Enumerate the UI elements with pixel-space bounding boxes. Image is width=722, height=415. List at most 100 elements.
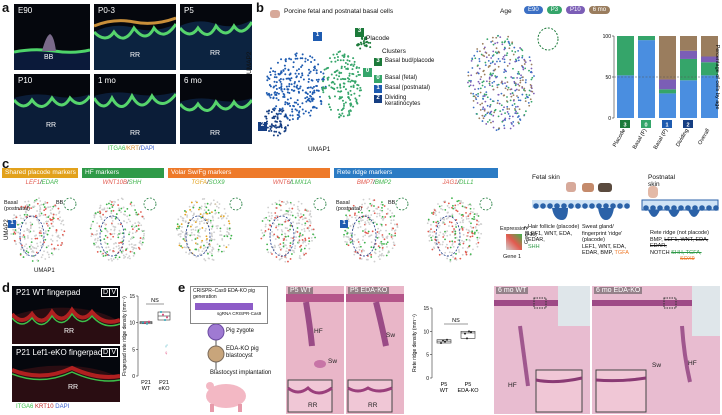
rr-label: RR [130, 52, 141, 59]
bar-segment [617, 36, 634, 76]
bb-label: BB [44, 54, 54, 61]
stain-legend-d: ITGA6 KRT10 DAPI [16, 404, 70, 410]
data-point [440, 342, 442, 344]
cluster-num-box [641, 120, 651, 128]
basal-cell [533, 203, 539, 209]
y-tick-label: 0 [608, 116, 611, 122]
age-legend-title: Age [500, 8, 512, 15]
header-volar: Volar Sw/Fg markers [168, 168, 330, 178]
y-tick-label: 10 [423, 329, 429, 335]
x-label: P5 [441, 382, 448, 388]
bb-label: BB [388, 200, 396, 206]
he-p5-eda-ko: P5 EDA-KO Sw RR [346, 286, 404, 414]
basal-postnatal-outline [351, 215, 377, 257]
bar-segment [680, 36, 697, 51]
fetal-skin-label: Fetal skin [532, 174, 560, 181]
umap2-label: UMAP2 [246, 51, 253, 74]
data-point [444, 340, 446, 343]
gene-pair-label: LEF1/EDAR [25, 180, 59, 186]
pig-zygote-label: Pig zygote [226, 328, 255, 334]
gene-pair-label: TGFA/SOX9 [191, 180, 225, 186]
panel-d: P21 WT fingerpad RR D V P21 Lef1-eKO fin… [0, 282, 178, 415]
cluster-num: 0 [644, 123, 647, 129]
he-6mo-wt: 6 mo WT HF [494, 286, 590, 414]
crispr-box: CRISPR–Cas9 EDA-KO pig generation EDA sg… [190, 286, 268, 324]
basal-cell [610, 203, 616, 209]
panel-label-e: e [178, 280, 186, 295]
y-tick-label: 5 [426, 353, 429, 359]
basal-cell [706, 205, 712, 211]
hair-follicle-text: Hair follicle (placode) LEF1, WNT, EDA, … [528, 224, 580, 250]
bb-outline [313, 197, 327, 211]
bar-segment [638, 40, 655, 118]
dv-v: V [109, 348, 118, 357]
data-point [446, 338, 448, 341]
implantation-label: Blastocyst implantation [210, 370, 272, 376]
cluster-num-box [620, 120, 630, 128]
basal-cell [692, 205, 698, 211]
rr-label: RR [210, 50, 221, 57]
rr-label: RR [210, 130, 221, 137]
cluster-num-box [662, 120, 672, 128]
ns-label: NS [452, 318, 460, 324]
age-label: P0-3 [98, 6, 115, 15]
gene1-label: Gene 1 [503, 254, 522, 260]
age-chip: E90 [524, 6, 543, 14]
gene-umap: BMP7/BMP2 1 Basal (postnatal) BB [334, 180, 414, 266]
panel-c: Shared placode markers HF markers Volar … [0, 164, 722, 276]
rr-label: RR [64, 328, 75, 335]
cluster-box-0: 0 [363, 68, 372, 77]
age-chip: 6 mo [588, 6, 611, 14]
basal-cell [575, 203, 581, 209]
bar-segment [659, 93, 676, 118]
basal-cell [678, 205, 684, 211]
micrograph-e90: E90 BB [14, 4, 90, 70]
sweat-gland-text: Sweat gland/ fingerprint 'ridge' (placod… [582, 224, 629, 256]
category-label: Basal (P) [653, 128, 670, 151]
x-label: EDA-KO [457, 388, 479, 394]
male-symbol: ♂ [164, 344, 169, 350]
bar-segment [701, 75, 718, 118]
micrograph-6mo: 6 mo RR [180, 74, 252, 144]
data-point [144, 321, 146, 324]
age-chip: P3 [546, 6, 563, 14]
basal-postnatal-outline [19, 215, 45, 257]
bb-outline [229, 197, 243, 211]
box [460, 331, 476, 339]
gene-umap-scatter [426, 197, 493, 263]
bar-segment [659, 36, 676, 80]
gene-pair-label: BMP7/BMP2 [356, 180, 392, 186]
y-tick-label: 0 [426, 376, 429, 382]
x-label: P21 [159, 380, 169, 386]
basal-cell [650, 205, 656, 211]
fetal-skin-schematic [532, 182, 630, 220]
bar-segment [659, 89, 676, 94]
basal-cell [671, 205, 677, 211]
gene-umap: TGFA/SOX9 [168, 180, 248, 266]
he-p5-wt: P5 WT HF Sw RR [286, 286, 344, 414]
sw-label: Sw [652, 362, 662, 369]
gene-umap: WNT6/LMX1A [252, 180, 332, 266]
dv-v: V [109, 288, 118, 297]
female-symbol: ♀ [164, 351, 169, 357]
bar-segment [680, 80, 697, 118]
data-point [468, 330, 470, 333]
bb-outline [143, 197, 157, 211]
header-rete-ridge: Rete ridge markers [334, 168, 498, 178]
bar-segment [680, 50, 697, 59]
x-label: eKO [158, 386, 170, 392]
header-shared-placode: Shared placode markers [2, 168, 78, 178]
gene-umap: WNT10B/SHH [82, 180, 162, 266]
bb-outline [479, 197, 493, 211]
data-point [164, 319, 166, 321]
y-tick-label: 100 [603, 34, 612, 40]
umap1-label: UMAP1 [308, 146, 331, 153]
placode-outline [537, 27, 559, 51]
micrograph-p10: P10 RR [14, 74, 90, 144]
expression-legend-title: Expression [500, 226, 528, 232]
basal-postnatal-outline [269, 215, 295, 257]
he-label: 6 mo WT [496, 287, 529, 294]
pig-icon [270, 10, 280, 18]
age-label: 6 mo [184, 76, 202, 85]
